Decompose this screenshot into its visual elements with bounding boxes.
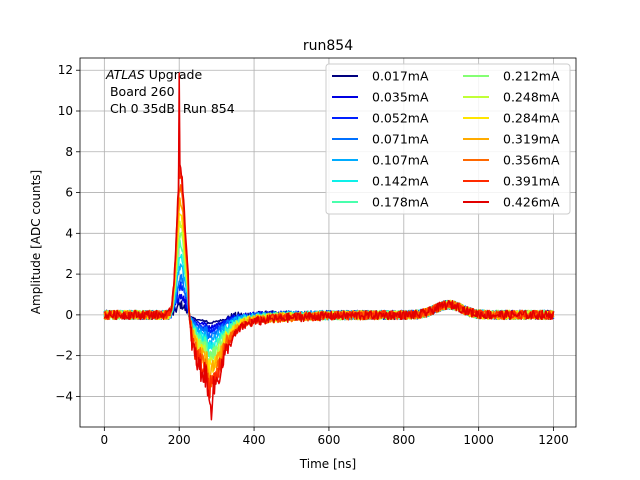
legend: 0.017mA 0.035mA 0.052mA 0.071mA 0.107mA 0.142… [325,63,571,215]
x-tick-label: 600 [317,433,340,447]
annotation-italic: ATLAS [105,67,145,82]
x-tick-label: 0 [101,433,109,447]
y-tick-label: 4 [65,226,73,240]
x-axis: 0 200 400 600 800 1000 1200 [101,427,569,447]
annotation-line-1: ATLAS Upgrade [105,67,202,82]
legend-label: 0.142mA [372,174,429,189]
legend-label: 0.248mA [503,90,560,105]
legend-label: 0.052mA [372,111,429,126]
series-lines [103,72,555,421]
x-tick-label: 1000 [463,433,494,447]
annotation-line-3: Ch 0 35dB Run 854 [106,101,235,116]
y-tick-label: 2 [65,267,73,281]
legend-label: 0.391mA [503,174,560,189]
legend-label: 0.212mA [503,69,560,84]
y-tick-label: 0 [65,308,73,322]
y-tick-label: −4 [55,389,73,403]
y-axis-label: Amplitude [ADC counts] [29,170,43,314]
y-tick-label: 8 [65,145,73,159]
legend-box [325,63,571,215]
x-tick-label: 200 [168,433,191,447]
legend-label: 0.017mA [372,69,429,84]
annotation: ATLAS Upgrade Board 260 Ch 0 35dB Run 85… [105,67,235,116]
x-axis-label: Time [ns] [299,457,356,471]
x-tick-label: 800 [392,433,415,447]
y-tick-label: 6 [65,186,73,200]
y-axis: −4 −2 0 2 4 6 8 10 12 [55,63,80,403]
chart-title: run854 [303,38,353,54]
legend-label: 0.319mA [503,132,560,147]
x-tick-label: 1200 [538,433,569,447]
plot-frame [79,57,577,428]
annotation-rest: Upgrade [145,67,203,82]
legend-label: 0.035mA [372,90,429,105]
legend-label: 0.107mA [372,153,429,168]
y-tick-label: −2 [55,349,73,363]
series-line [103,72,555,421]
legend-label: 0.178mA [372,195,429,210]
legend-label: 0.284mA [503,111,560,126]
legend-label: 0.071mA [372,132,429,147]
legend-label: 0.356mA [503,153,560,168]
legend-label: 0.426mA [503,195,560,210]
y-tick-label: 10 [58,104,73,118]
x-tick-label: 400 [243,433,266,447]
annotation-line-2: Board 260 [106,84,175,99]
y-tick-label: 12 [58,63,73,77]
